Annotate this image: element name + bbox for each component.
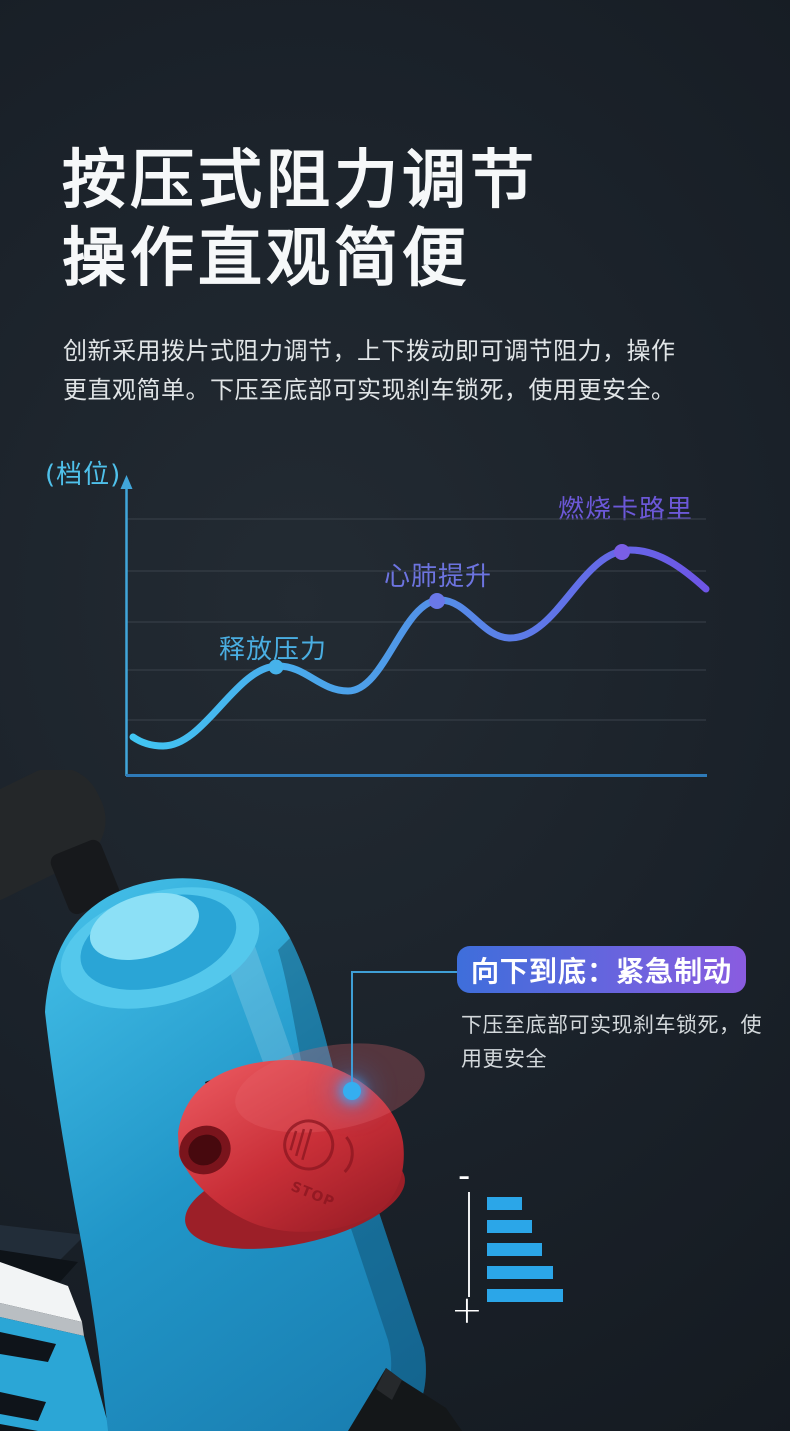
chart-annotation-cardio-boost: 心肺提升 (384, 562, 493, 592)
resistance-bars (487, 1197, 577, 1312)
emergency-brake-badge: 向下到底：紧急制动 (457, 946, 746, 993)
callout-connector-vertical (351, 971, 353, 1085)
lever-emblem (283, 1119, 354, 1173)
data-point-cardio-boost (429, 593, 445, 609)
resistance-bar (487, 1197, 522, 1210)
data-point-burn-calories (614, 544, 630, 560)
page-title-line-1: 按压式阻力调节 (62, 144, 538, 218)
gear-curve (129, 546, 710, 750)
callout-connector-horizontal (351, 971, 457, 973)
exercise-bike-photo: STOP (0, 770, 462, 1431)
description-line-1: 创新采用拨片式阻力调节，上下拨动即可调节阻力，操作 (63, 337, 676, 365)
seat-knob (0, 770, 120, 915)
resistance-bar (487, 1220, 532, 1233)
tube-collar (60, 887, 260, 1009)
y-axis-arrow-icon (120, 475, 133, 489)
page-title: 按压式阻力调节 操作直观简便 (62, 142, 538, 298)
chart-gridlines (127, 518, 706, 721)
resistance-lever[interactable]: STOP (171, 1030, 432, 1266)
frame-tube-highlight (150, 889, 302, 1092)
resistance-plus-label: + (451, 1288, 483, 1332)
resistance-minus-label: - (458, 1156, 471, 1196)
crank-housing (348, 1368, 462, 1431)
resistance-bar (487, 1266, 553, 1279)
emergency-brake-caption: 下压至底部可实现刹车锁死，使 用更安全 (461, 1008, 762, 1076)
chart-annotation-release-pressure: 释放压力 (219, 635, 328, 665)
data-point-release-pressure (268, 659, 284, 675)
page-title-line-2: 操作直观简便 (62, 222, 470, 296)
caption-line-1: 下压至底部可实现刹车锁死，使 (461, 1013, 762, 1037)
chart-axes (120, 475, 707, 777)
chart-annotation-burn-calories: 燃烧卡路里 (558, 495, 694, 525)
caption-line-2: 用更安全 (461, 1047, 547, 1071)
gear-level-chart (120, 475, 710, 777)
description-line-2: 更直观简单。下压至底部可实现刹车锁死，使用更安全。 (63, 376, 676, 404)
flywheel (0, 1225, 110, 1431)
resistance-bar (487, 1289, 563, 1302)
resistance-bar (487, 1243, 542, 1256)
lever-highlight-dot (343, 1082, 361, 1100)
resistance-scale-line (468, 1192, 470, 1297)
page-description: 创新采用拨片式阻力调节，上下拨动即可调节阻力，操作 更直观简单。下压至底部可实现… (63, 332, 676, 410)
chart-y-axis-label: (档位) (45, 460, 122, 490)
